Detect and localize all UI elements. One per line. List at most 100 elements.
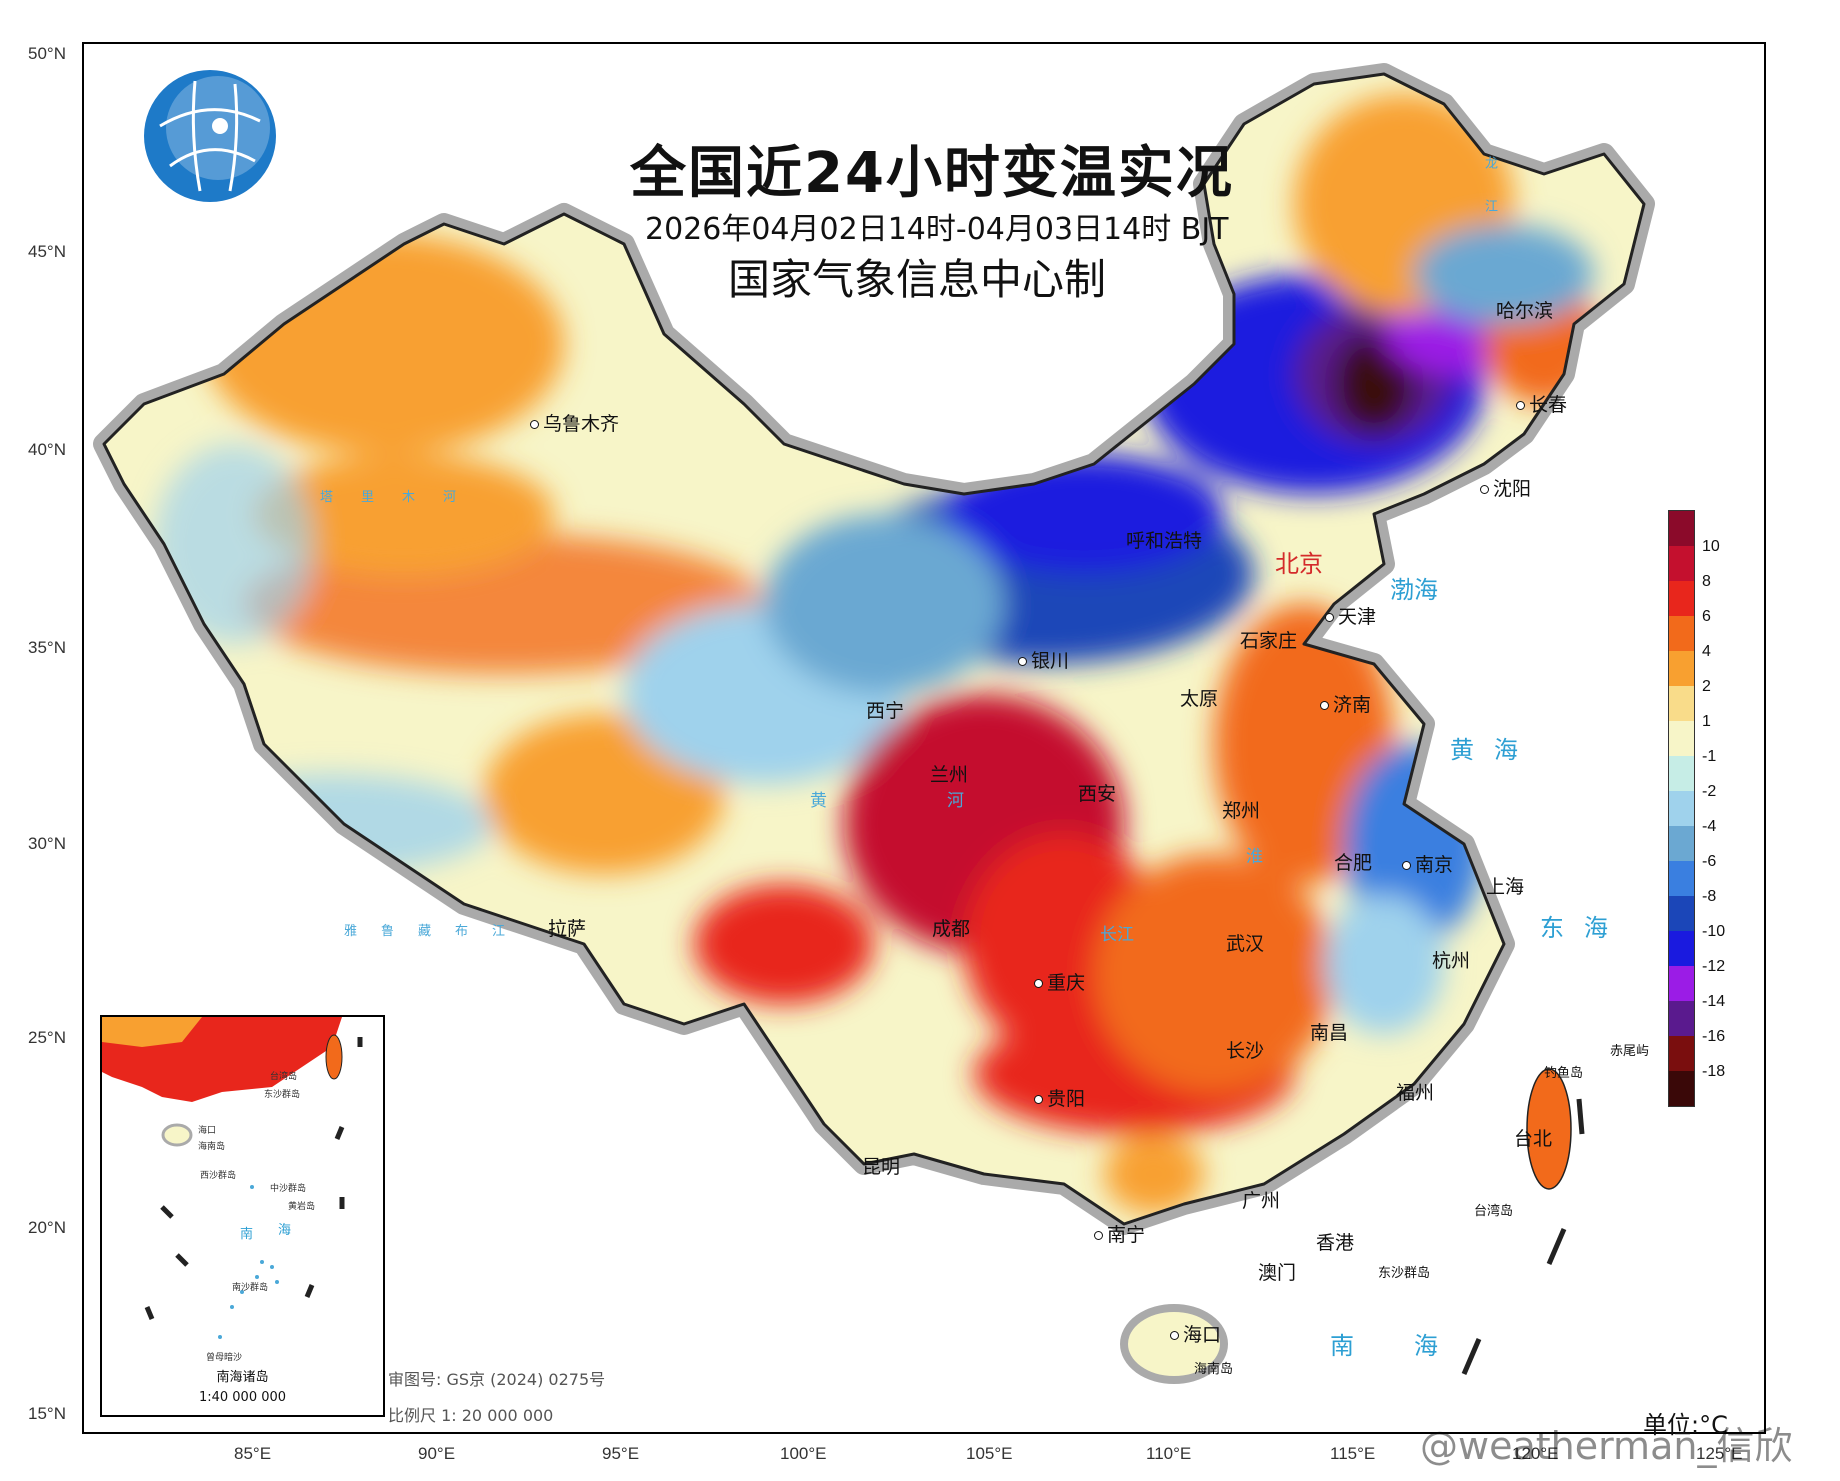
lat-label: 35°N xyxy=(28,638,66,657)
river-label: 黄河 xyxy=(810,791,1084,811)
lon-label: 110°E xyxy=(1146,1444,1192,1463)
legend-color-bar xyxy=(1668,510,1695,1107)
city-label: 长沙 xyxy=(1226,1040,1265,1062)
island-label: 海南岛 xyxy=(1194,1362,1234,1377)
legend-label: -8 xyxy=(1702,888,1717,905)
city-label: 济南 xyxy=(1320,690,1371,717)
inset-label: 中沙群岛 xyxy=(270,1184,307,1194)
lon-label: 105°E xyxy=(966,1444,1013,1463)
inset-label: 台湾岛 xyxy=(270,1072,298,1082)
city-label: 拉萨 xyxy=(548,918,587,940)
city-label: 武汉 xyxy=(1226,933,1265,955)
taiwan-island xyxy=(1526,1068,1572,1190)
island-label: 台湾岛 xyxy=(1474,1204,1514,1219)
watermark: @weatherman_信欣 xyxy=(1420,1424,1793,1468)
city-label: 哈尔滨 xyxy=(1496,300,1554,322)
lat-label: 20°N xyxy=(28,1218,66,1237)
city-label: 重庆 xyxy=(1034,968,1085,995)
city-label: 南昌 xyxy=(1310,1022,1349,1044)
inset-label: 黄岩岛 xyxy=(288,1202,316,1212)
legend-swatch xyxy=(1669,721,1694,756)
legend-label: 6 xyxy=(1702,608,1711,625)
lat-label: 15°N xyxy=(28,1404,66,1423)
producer-label: 国家气象信息中心制 xyxy=(728,255,1107,304)
city-label: 合肥 xyxy=(1334,852,1373,874)
review-number: 审图号: GS京 (2024) 0275号 xyxy=(388,1370,606,1389)
city-label: 乌鲁木齐 xyxy=(530,409,619,436)
legend-swatch xyxy=(1669,966,1694,1001)
china-border xyxy=(102,72,1646,1226)
river-label: 淮 xyxy=(1246,847,1263,867)
island-label: 赤尾屿 xyxy=(1610,1044,1650,1059)
city-label: 昆明 xyxy=(862,1156,901,1178)
city-label: 西安 xyxy=(1078,783,1117,805)
island-label: 东沙群岛 xyxy=(1378,1266,1431,1281)
lat-label: 30°N xyxy=(28,834,66,853)
city-label: 沈阳 xyxy=(1480,474,1531,501)
globe-network-icon xyxy=(144,70,276,202)
map-scale: 比例尺 1: 20 000 000 xyxy=(388,1406,554,1425)
island-label: 钓鱼岛 xyxy=(1544,1066,1584,1081)
inset-scale: 1:40 000 000 xyxy=(198,1390,287,1405)
city-label: 海口 xyxy=(1170,1320,1221,1347)
city-label: 香港 xyxy=(1316,1232,1355,1254)
legend-swatch xyxy=(1669,1071,1694,1106)
lat-label: 45°N xyxy=(28,242,66,261)
legend-swatch xyxy=(1669,511,1694,546)
city-label: 广州 xyxy=(1242,1190,1281,1212)
legend-label: 4 xyxy=(1702,643,1711,660)
inset-map xyxy=(102,1017,363,1339)
inset-label: 曾母暗沙 xyxy=(206,1353,243,1363)
city-label: 南宁 xyxy=(1094,1220,1145,1247)
city-label: 长春 xyxy=(1516,390,1567,417)
sea-label: 渤海 xyxy=(1390,576,1438,604)
legend-label: 8 xyxy=(1702,573,1711,590)
nine-dash-line xyxy=(1461,1098,1585,1375)
legend-label: 10 xyxy=(1702,538,1720,555)
legend-label: 2 xyxy=(1702,678,1711,695)
legend-swatch xyxy=(1669,756,1694,791)
inset-label: 海南岛 xyxy=(198,1142,226,1152)
city-label: 福州 xyxy=(1396,1082,1435,1104)
capital-label: 北京 xyxy=(1275,550,1323,578)
legend-swatch xyxy=(1669,826,1694,861)
legend-label: -4 xyxy=(1702,818,1717,835)
city-label: 台北 xyxy=(1514,1128,1553,1150)
city-label: 西宁 xyxy=(866,700,905,722)
lon-label: 115°E xyxy=(1330,1444,1376,1463)
legend-label: -16 xyxy=(1702,1028,1726,1045)
inset-sea-label: 南 xyxy=(240,1227,254,1242)
lat-label: 40°N xyxy=(28,440,66,459)
legend-label: -14 xyxy=(1702,993,1726,1010)
legend-swatch xyxy=(1669,616,1694,651)
legend-label: -18 xyxy=(1702,1063,1726,1080)
city-label: 天津 xyxy=(1325,602,1376,629)
river-label: 塔里木河 xyxy=(320,490,485,505)
inset-label: 海口 xyxy=(198,1126,217,1136)
city-label: 兰州 xyxy=(930,764,969,786)
river-label: 龙江 xyxy=(1482,156,1497,242)
legend-swatch xyxy=(1669,686,1694,721)
lon-label: 125°E xyxy=(1696,1444,1743,1463)
lon-label: 85°E xyxy=(234,1444,272,1463)
legend-label: -12 xyxy=(1702,958,1726,975)
sea-label: 南海 xyxy=(1330,1332,1498,1360)
city-label: 银川 xyxy=(1018,646,1069,673)
legend-swatch xyxy=(1669,861,1694,896)
south-china-sea-inset: 台湾岛 东沙群岛 海口 海南岛 西沙群岛 中沙群岛 黄岩岛 南 海 南沙群岛 曾… xyxy=(100,1015,385,1417)
city-label: 上海 xyxy=(1486,876,1525,898)
legend-swatch xyxy=(1669,931,1694,966)
lon-label: 95°E xyxy=(602,1444,640,1463)
legend-swatch xyxy=(1669,1001,1694,1036)
city-label: 杭州 xyxy=(1432,950,1471,972)
river-label: 雅鲁藏布江 xyxy=(344,924,530,939)
legend-label: 1 xyxy=(1702,713,1711,730)
legend-swatch xyxy=(1669,791,1694,826)
unit-label: 单位:°C xyxy=(1643,1411,1728,1439)
legend-label: -1 xyxy=(1702,748,1717,765)
city-label: 石家庄 xyxy=(1240,630,1298,652)
legend-label: -10 xyxy=(1702,923,1726,940)
city-label: 南京 xyxy=(1402,850,1453,877)
legend-swatch xyxy=(1669,896,1694,931)
legend-label: -2 xyxy=(1702,783,1717,800)
